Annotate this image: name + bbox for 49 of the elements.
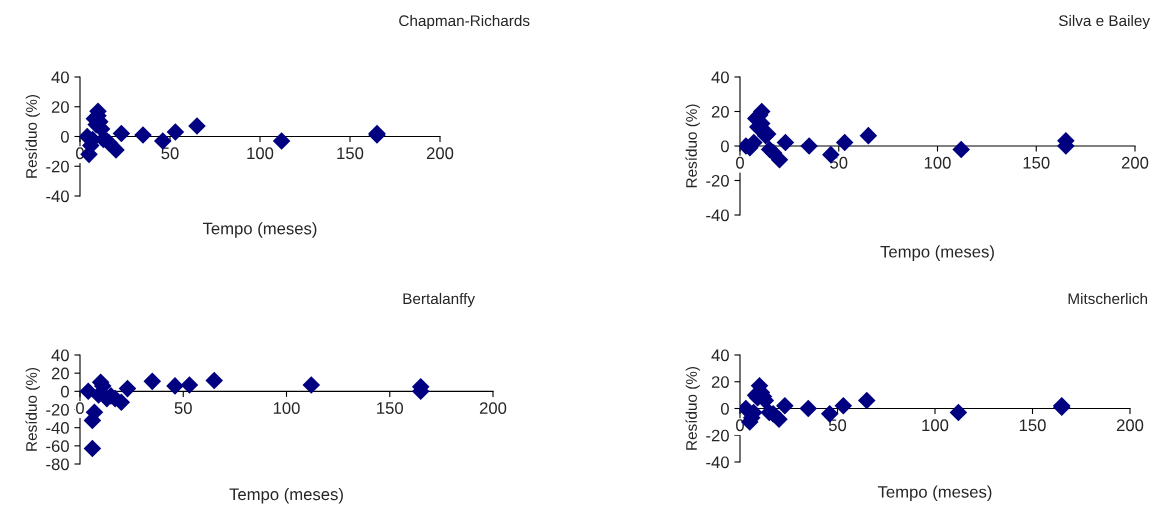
y-tick-label: -20 — [706, 429, 729, 442]
y-tick-label: 20 — [711, 105, 729, 118]
chart-title: Silva e Bailey — [1058, 14, 1150, 30]
y-tick-label: -80 — [46, 458, 69, 471]
y-tick-label: 0 — [60, 130, 69, 143]
x-tick-label: 150 — [337, 147, 364, 160]
y-tick-label: -20 — [46, 160, 69, 173]
y-tick-label: -40 — [706, 456, 729, 469]
y-tick-label: 0 — [60, 385, 69, 398]
x-tick-label: 200 — [1121, 156, 1149, 169]
y-tick-label: -20 — [706, 174, 729, 187]
x-tick-label: 150 — [1023, 156, 1050, 169]
y-tick-label: 40 — [51, 349, 69, 362]
chart-title: Chapman-Richards — [399, 14, 530, 30]
x-tick-label: 150 — [1019, 419, 1046, 432]
y-axis-title: Resíduo (%) — [25, 367, 40, 451]
x-tick-label: 50 — [161, 147, 179, 160]
x-tick-label: 100 — [924, 156, 951, 169]
x-tick-label: 200 — [426, 147, 454, 160]
y-tick-label: -40 — [46, 422, 69, 434]
y-axis-title: Resíduo (%) — [685, 104, 700, 188]
y-axis-title: Resíduo (%) — [25, 94, 40, 178]
chart-title: Mitscherlich — [1068, 292, 1148, 305]
y-tick-label: -20 — [46, 403, 69, 416]
y-tick-label: 40 — [51, 71, 69, 84]
x-tick-label: 200 — [1116, 419, 1144, 432]
x-tick-label: 50 — [828, 419, 847, 432]
x-tick-label: 150 — [377, 402, 403, 414]
y-tick-label: 20 — [51, 367, 69, 380]
x-tick-label: 0 — [76, 402, 84, 414]
y-axis-title: Resíduo (%) — [685, 366, 700, 450]
x-axis-title: Tempo (meses) — [877, 485, 992, 502]
x-tick-label: 200 — [479, 402, 507, 414]
y-tick-label: 40 — [711, 71, 729, 84]
y-tick-label: 40 — [711, 349, 729, 362]
y-tick-label: -40 — [706, 209, 729, 222]
x-tick-label: 0 — [736, 156, 744, 169]
y-tick-label: -60 — [46, 440, 69, 453]
y-tick-label: 20 — [51, 101, 69, 113]
y-tick-label: -40 — [46, 190, 69, 203]
y-tick-label: 20 — [711, 376, 729, 388]
x-axis-title: Tempo (meses) — [880, 245, 994, 261]
chart-title: Bertalanffy — [403, 292, 475, 308]
x-tick-label: 100 — [273, 402, 300, 414]
x-axis-title: Tempo (meses) — [229, 487, 343, 504]
x-axis-title: Tempo (meses) — [202, 222, 317, 238]
x-tick-label: 50 — [174, 402, 192, 414]
x-tick-label: 100 — [247, 147, 274, 160]
x-tick-label: 100 — [922, 419, 949, 432]
